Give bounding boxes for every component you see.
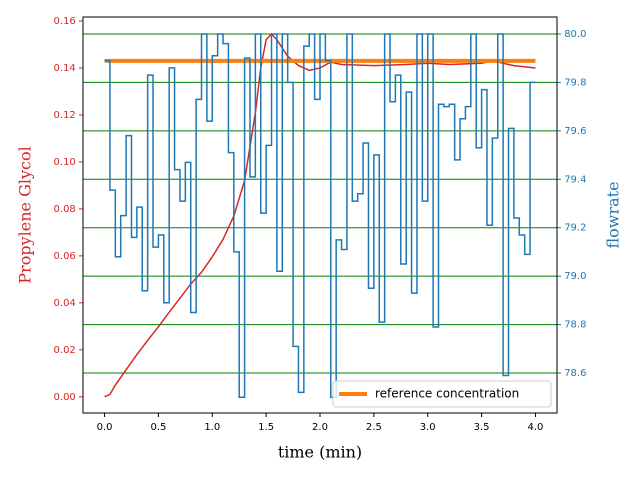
y-tick-label: 0.00 xyxy=(54,392,76,403)
x-tick-label: 3.5 xyxy=(474,422,490,433)
legend-box xyxy=(332,380,552,408)
x-axis-label: time (min) xyxy=(278,443,362,462)
y-axis-label: Propylene Glycol xyxy=(16,146,35,283)
y-tick-label: 0.04 xyxy=(54,298,76,309)
x-tick-label: 2.0 xyxy=(312,422,328,433)
y2-tick-label: 78.6 xyxy=(564,368,586,379)
y-tick-label: 0.06 xyxy=(54,251,76,262)
x-tick-label: 1.5 xyxy=(258,422,274,433)
data-line xyxy=(104,32,536,398)
y2-axis-label: flowrate xyxy=(604,181,623,248)
legend: reference concentration xyxy=(332,380,552,408)
y-tick-label: 0.14 xyxy=(54,63,76,74)
data-line xyxy=(104,33,536,399)
y-tick-label: 0.02 xyxy=(54,345,76,356)
y2-tick-label: 79.4 xyxy=(564,174,586,185)
plot-frame xyxy=(82,16,558,414)
x-tick-label: 1.0 xyxy=(204,422,220,433)
y2-tick-label: 79.8 xyxy=(564,77,586,88)
y-tick-label: 0.12 xyxy=(54,110,76,121)
y2-tick-label: 79.2 xyxy=(564,223,586,234)
y2-tick-label: 79.0 xyxy=(564,271,586,282)
legend-label: reference concentration xyxy=(375,387,519,401)
y-tick-label: 0.08 xyxy=(54,204,76,215)
x-tick-label: 0.5 xyxy=(150,422,166,433)
x-tick-label: 3.0 xyxy=(420,422,436,433)
y2-tick-label: 80.0 xyxy=(564,29,586,40)
x-tick-label: 0.0 xyxy=(97,422,113,433)
y2-tick-label: 79.6 xyxy=(564,126,586,137)
x-tick-label: 2.5 xyxy=(366,422,382,433)
x-tick-label: 4.0 xyxy=(528,422,544,433)
y2-tick-label: 78.8 xyxy=(564,320,586,331)
y-tick-label: 0.10 xyxy=(54,157,76,168)
y-tick-label: 0.16 xyxy=(54,16,76,27)
